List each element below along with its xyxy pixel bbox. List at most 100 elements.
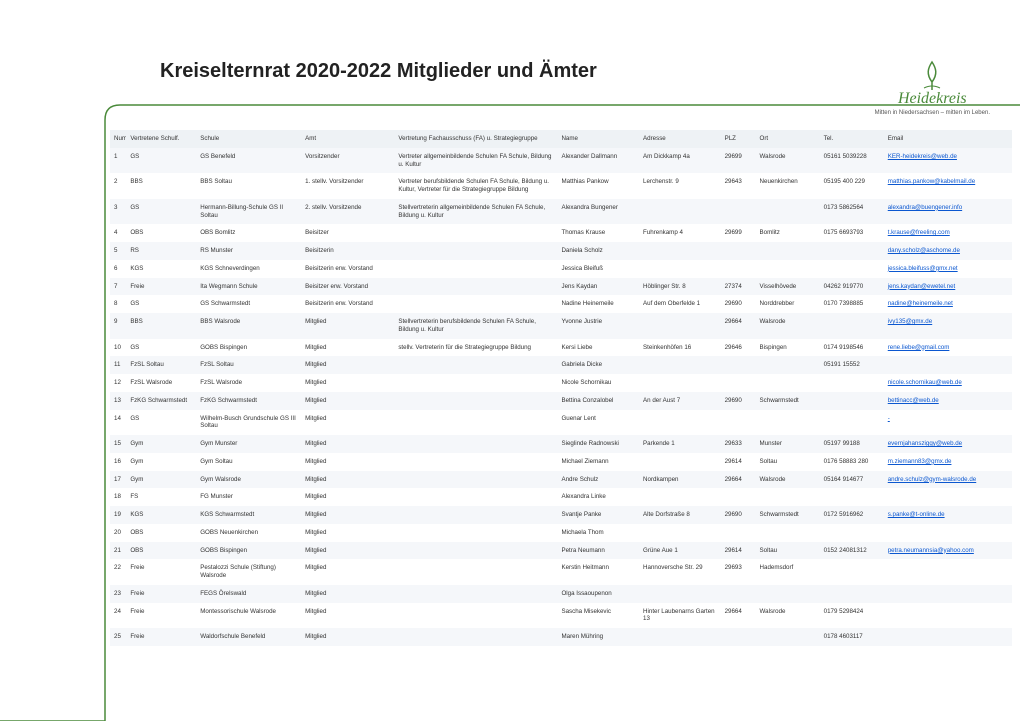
email-link[interactable]: evernjahansziggy@web.de	[888, 440, 962, 447]
cell-vertr	[394, 559, 557, 585]
cell-num: 2	[110, 173, 126, 199]
cell-ort: Visselhövede	[756, 278, 820, 296]
email-link[interactable]: jens.kaydan@ewetel.net	[888, 283, 956, 290]
cell-ort: Munster	[756, 435, 820, 453]
cell-ort: Walsrode	[756, 603, 820, 629]
cell-addr	[639, 488, 721, 506]
cell-school: GOBS Bispingen	[196, 542, 301, 560]
cell-tel: 05161 5039228	[820, 148, 884, 174]
cell-num: 12	[110, 374, 126, 392]
cell-num: 21	[110, 542, 126, 560]
cell-email: t.krause@freeling.com	[884, 224, 1012, 242]
cell-email	[884, 628, 1012, 646]
cell-type: GS	[126, 339, 196, 357]
cell-tel: 0172 5916962	[820, 506, 884, 524]
email-link[interactable]: andre.schulz@gym-walsrode.de	[888, 476, 976, 483]
cell-vertr: Vertreter allgemeinbildende Schulen FA S…	[394, 148, 557, 174]
cell-plz: 29690	[721, 295, 756, 313]
cell-ort: Hademsdorf	[756, 559, 820, 585]
cell-ort	[756, 260, 820, 278]
email-link[interactable]: nadine@heinemeile.net	[888, 300, 953, 307]
cell-type: Freie	[126, 278, 196, 296]
cell-plz: 27374	[721, 278, 756, 296]
cell-amt: Vorsitzender	[301, 148, 394, 174]
cell-type: GS	[126, 199, 196, 225]
email-link[interactable]: s.panke@t-online.de	[888, 511, 945, 518]
cell-school: Waldorfschule Benefeld	[196, 628, 301, 646]
column-header: Vertretung Fachausschuss (FA) u. Strateg…	[394, 130, 557, 148]
table-row: 4OBSOBS BomlitzBeisitzerThomas KrauseFuh…	[110, 224, 1012, 242]
cell-vertr	[394, 260, 557, 278]
cell-email: rene.liebe@gmail.com	[884, 339, 1012, 357]
table-row: 25FreieWaldorfschule BenefeldMitgliedMar…	[110, 628, 1012, 646]
column-header: Amt	[301, 130, 394, 148]
email-link[interactable]: -	[888, 415, 890, 422]
email-link[interactable]: rene.liebe@gmail.com	[888, 344, 950, 351]
cell-num: 6	[110, 260, 126, 278]
cell-ort	[756, 356, 820, 374]
cell-num: 24	[110, 603, 126, 629]
table-row: 2BBSBBS Soltau1. stellv. VorsitzenderVer…	[110, 173, 1012, 199]
cell-addr: Grüne Aue 1	[639, 542, 721, 560]
cell-type: BBS	[126, 173, 196, 199]
cell-tel	[820, 392, 884, 410]
email-link[interactable]: alexandra@buengener.info	[888, 204, 962, 211]
cell-addr: An der Aust 7	[639, 392, 721, 410]
cell-school: BBS Soltau	[196, 173, 301, 199]
cell-email: nadine@heinemeile.net	[884, 295, 1012, 313]
cell-ort	[756, 242, 820, 260]
email-link[interactable]: t.krause@freeling.com	[888, 229, 950, 236]
cell-addr: Lerchenstr. 9	[639, 173, 721, 199]
cell-tel: 05164 914677	[820, 471, 884, 489]
cell-name: Alexandra Bungener	[557, 199, 639, 225]
cell-plz	[721, 628, 756, 646]
cell-type: GS	[126, 148, 196, 174]
cell-num: 23	[110, 585, 126, 603]
email-link[interactable]: KER-heidekreis@web.de	[888, 153, 957, 160]
cell-num: 22	[110, 559, 126, 585]
cell-email: ivy135@gmx.de	[884, 313, 1012, 339]
cell-vertr	[394, 628, 557, 646]
email-link[interactable]: jessica.bleifuss@gmx.net	[888, 265, 958, 272]
cell-tel: 0179 5298424	[820, 603, 884, 629]
email-link[interactable]: matthias.pankow@kabelmail.de	[888, 178, 975, 185]
cell-addr	[639, 524, 721, 542]
email-link[interactable]: ivy135@gmx.de	[888, 318, 932, 325]
cell-addr	[639, 410, 721, 436]
cell-addr: Hinter Laubenarns Garten 13	[639, 603, 721, 629]
cell-tel: 0176 58883 280	[820, 453, 884, 471]
cell-school: Gym Soltau	[196, 453, 301, 471]
cell-ort: Soltau	[756, 542, 820, 560]
cell-name: Kersi Liebe	[557, 339, 639, 357]
cell-name: Michaela Thom	[557, 524, 639, 542]
cell-tel	[820, 260, 884, 278]
cell-amt: Beisitzerin	[301, 242, 394, 260]
cell-type: RS	[126, 242, 196, 260]
cell-ort: Schwarmstedt	[756, 392, 820, 410]
cell-tel: 0152 24081312	[820, 542, 884, 560]
email-link[interactable]: dany.scholz@aschome.de	[888, 247, 960, 254]
cell-tel	[820, 488, 884, 506]
column-header: Ort	[756, 130, 820, 148]
email-link[interactable]: bettinacc@web.de	[888, 397, 939, 404]
cell-addr	[639, 453, 721, 471]
email-link[interactable]: m.ziemann83@gmx.de	[888, 458, 952, 465]
table-row: 12FzSL WalsrodeFzSL WalsrodeMitgliedNico…	[110, 374, 1012, 392]
cell-type: KGS	[126, 506, 196, 524]
cell-num: 9	[110, 313, 126, 339]
cell-type: Gym	[126, 471, 196, 489]
cell-school: FEGS Örelswald	[196, 585, 301, 603]
cell-tel	[820, 524, 884, 542]
cell-email	[884, 603, 1012, 629]
cell-school: Gym Walsrode	[196, 471, 301, 489]
cell-amt: Mitglied	[301, 471, 394, 489]
logo-tagline: Mitten in Niedersachsen – mitten im Lebe…	[875, 110, 990, 116]
cell-school: FG Munster	[196, 488, 301, 506]
cell-num: 20	[110, 524, 126, 542]
cell-name: Matthias Pankow	[557, 173, 639, 199]
cell-amt: Mitglied	[301, 603, 394, 629]
email-link[interactable]: petra.neumannsia@yahoo.com	[888, 547, 974, 554]
cell-ort	[756, 410, 820, 436]
cell-name: Sieglinde Radnowski	[557, 435, 639, 453]
email-link[interactable]: nicole.schornikau@web.de	[888, 379, 962, 386]
